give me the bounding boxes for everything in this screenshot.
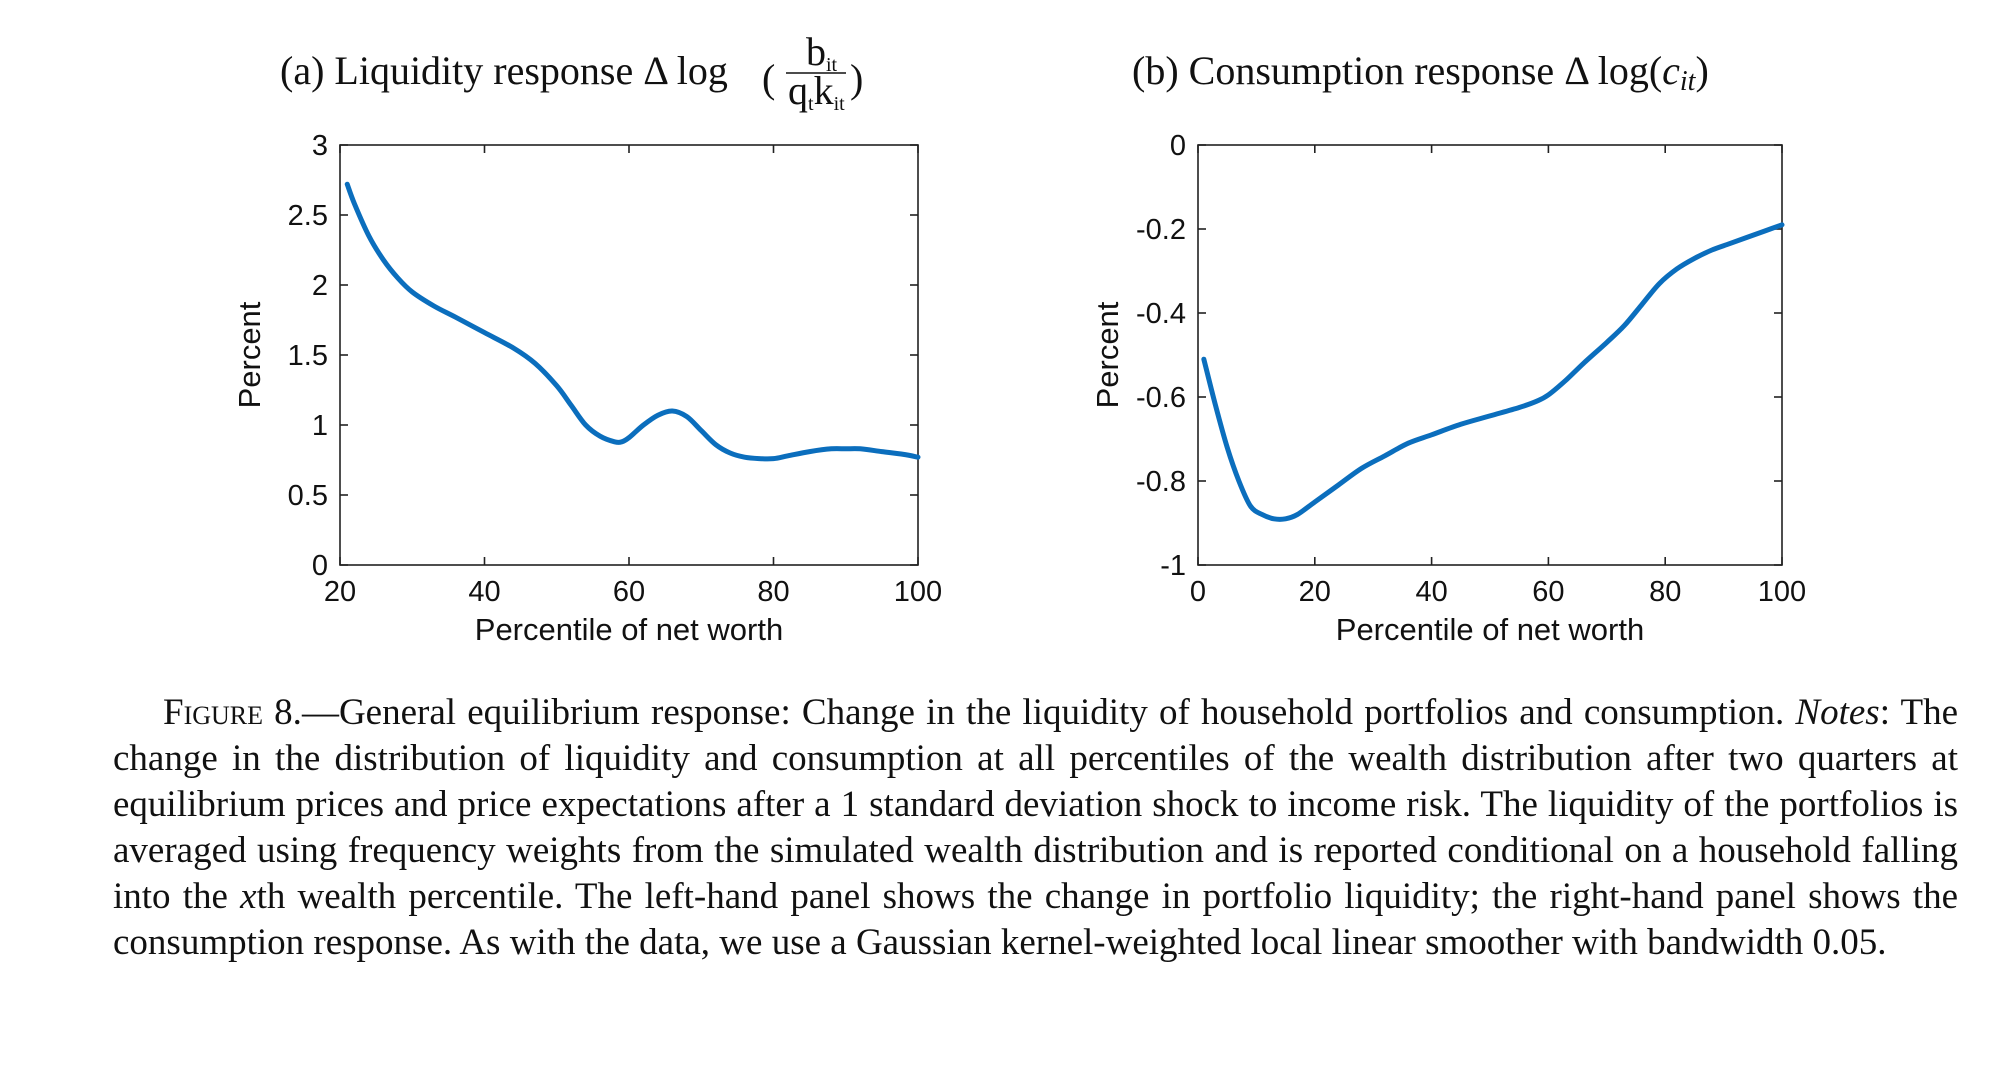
series-line: [344, 181, 921, 462]
x-tick-label: 100: [1758, 576, 1806, 608]
caption-var-x: x: [240, 876, 257, 917]
figure-caption: Figure 8.—General equilibrium response: …: [113, 690, 1958, 966]
y-tick-label: 3: [312, 130, 328, 162]
x-tick-label: 20: [324, 576, 356, 608]
y-axis-label: Percent: [1090, 301, 1125, 408]
x-tick-label: 40: [468, 576, 500, 608]
y-tick-label: -0.4: [1136, 298, 1186, 330]
x-tick-label: 20: [1299, 576, 1331, 608]
y-tick-label: -1: [1160, 550, 1186, 582]
x-tick-label: 100: [894, 576, 942, 608]
panel-a-frac-den: qtkit: [788, 68, 845, 115]
panel-b-title: (b) Consumption response Δ log(cit): [1132, 48, 1709, 97]
series-line: [1201, 222, 1785, 522]
y-tick-label: 2.5: [288, 200, 328, 232]
caption-text-3: th wealth percentile. The left-hand pane…: [113, 876, 1958, 963]
y-axis-label: Percent: [232, 301, 267, 408]
x-tick-label: 40: [1415, 576, 1447, 608]
x-tick-label: 0: [1190, 576, 1206, 608]
caption-text-1: —General equilibrium response: Change in…: [301, 692, 1796, 733]
y-tick-label: 0: [312, 550, 328, 582]
panel-a-right-paren: ): [850, 56, 863, 101]
chart-liquidity: 20 40 60 80 100 0 0.5 1 1.5 2 2.5 3 Percentile of ne…: [232, 130, 942, 647]
panel-a-title-prefix: (a) Liquidity response Δ log: [280, 48, 728, 93]
panel-a-left-paren: (: [762, 56, 775, 101]
y-tick-label: 2: [312, 270, 328, 302]
y-tick-label: 1: [312, 410, 328, 442]
y-tick-label: -0.2: [1136, 214, 1186, 246]
x-tick-label: 60: [613, 576, 645, 608]
panel-a-title: (a) Liquidity response Δ log ( bit qtkit…: [280, 29, 863, 115]
plot-frame: [1197, 144, 1783, 566]
y-tick-label: 0: [1170, 130, 1186, 162]
x-axis-label: Percentile of net worth: [1336, 612, 1644, 647]
x-tick-label: 60: [1532, 576, 1564, 608]
figure-label: Figure 8.: [163, 692, 302, 733]
y-tick-label: 1.5: [288, 340, 328, 372]
panel-a-frac-num: bit: [806, 29, 838, 76]
caption-text-2: : The change in the distribution of liqu…: [113, 692, 1959, 917]
x-tick-label: 80: [757, 576, 789, 608]
y-tick-label: 0.5: [288, 480, 328, 512]
notes-label: Notes: [1795, 692, 1880, 733]
y-tick-label: -0.6: [1136, 382, 1186, 414]
chart-consumption: 0 20 40 60 80 100 -1 -0.8 -0.6 -0.4 -0.2 0 Percentil…: [1090, 130, 1806, 647]
y-tick-label: -0.8: [1136, 466, 1186, 498]
x-axis-label: Percentile of net worth: [475, 612, 783, 647]
plot-frame: [339, 144, 919, 566]
x-tick-label: 80: [1649, 576, 1681, 608]
